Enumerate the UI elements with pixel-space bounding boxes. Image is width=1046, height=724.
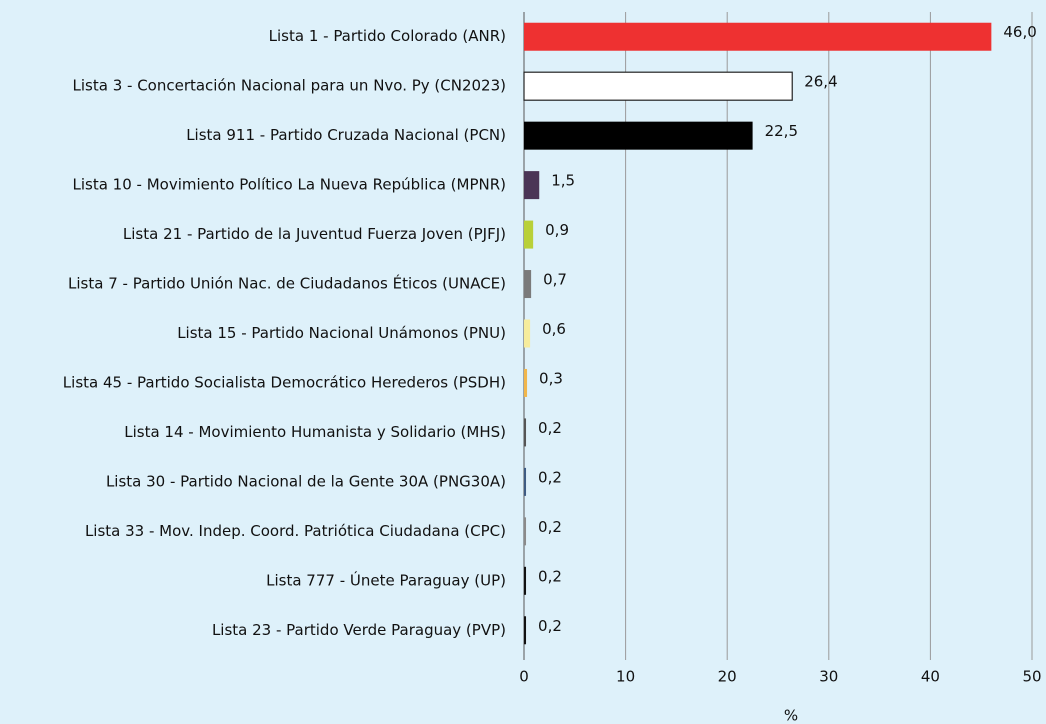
x-tick-label: 50	[1022, 668, 1041, 686]
value-label: 46,0	[1003, 23, 1036, 41]
bar	[524, 121, 753, 150]
x-tick-label: 30	[819, 668, 838, 686]
bar	[524, 22, 992, 51]
y-tick-label: Lista 21 - Partido de la Juventud Fuerza…	[123, 225, 506, 243]
value-label: 0,2	[538, 468, 562, 486]
y-tick-label: Lista 10 - Movimiento Político La Nueva …	[73, 176, 507, 194]
bar	[524, 270, 532, 299]
bar	[524, 220, 534, 249]
y-tick-label: Lista 7 - Partido Unión Nac. de Ciudadan…	[68, 274, 506, 293]
bar	[524, 171, 540, 200]
value-label: 0,9	[545, 221, 569, 239]
bar	[524, 319, 531, 348]
y-tick-label: Lista 777 - Únete Paraguay (UP)	[266, 570, 506, 589]
y-tick-label: Lista 45 - Partido Socialista Democrátic…	[63, 373, 506, 391]
x-tick-label: 40	[921, 668, 940, 686]
y-tick-label: Lista 14 - Movimiento Humanista y Solida…	[124, 423, 506, 441]
value-label: 0,6	[542, 320, 566, 338]
value-label: 26,4	[804, 73, 837, 91]
bar	[524, 616, 527, 645]
bar	[523, 71, 793, 101]
bar	[524, 368, 528, 397]
value-label: 0,3	[539, 369, 563, 387]
value-label: 22,5	[765, 122, 798, 140]
bar	[524, 467, 527, 496]
y-tick-label: Lista 23 - Partido Verde Paraguay (PVP)	[212, 621, 506, 639]
value-label: 0,2	[538, 518, 562, 536]
x-tick-label: 20	[718, 668, 737, 686]
x-tick-label: 0	[519, 668, 529, 686]
x-axis-label: %	[784, 707, 798, 724]
value-label: 0,2	[538, 567, 562, 585]
bar	[524, 517, 527, 546]
y-tick-label: Lista 30 - Partido Nacional de la Gente …	[106, 472, 506, 490]
value-label: 1,5	[551, 172, 575, 190]
value-label: 0,7	[543, 271, 567, 289]
y-tick-label: Lista 15 - Partido Nacional Unámonos (PN…	[177, 324, 506, 342]
y-tick-label: Lista 3 - Concertación Nacional para un …	[73, 77, 506, 95]
bar	[524, 418, 527, 447]
x-tick-label: 10	[616, 668, 635, 686]
bar	[524, 566, 527, 595]
value-label: 0,2	[538, 617, 562, 635]
y-tick-label: Lista 911 - Partido Cruzada Nacional (PC…	[186, 126, 506, 144]
value-label: 0,2	[538, 419, 562, 437]
y-tick-label: Lista 33 - Mov. Indep. Coord. Patriótica…	[85, 522, 506, 540]
y-tick-label: Lista 1 - Partido Colorado (ANR)	[269, 27, 506, 45]
